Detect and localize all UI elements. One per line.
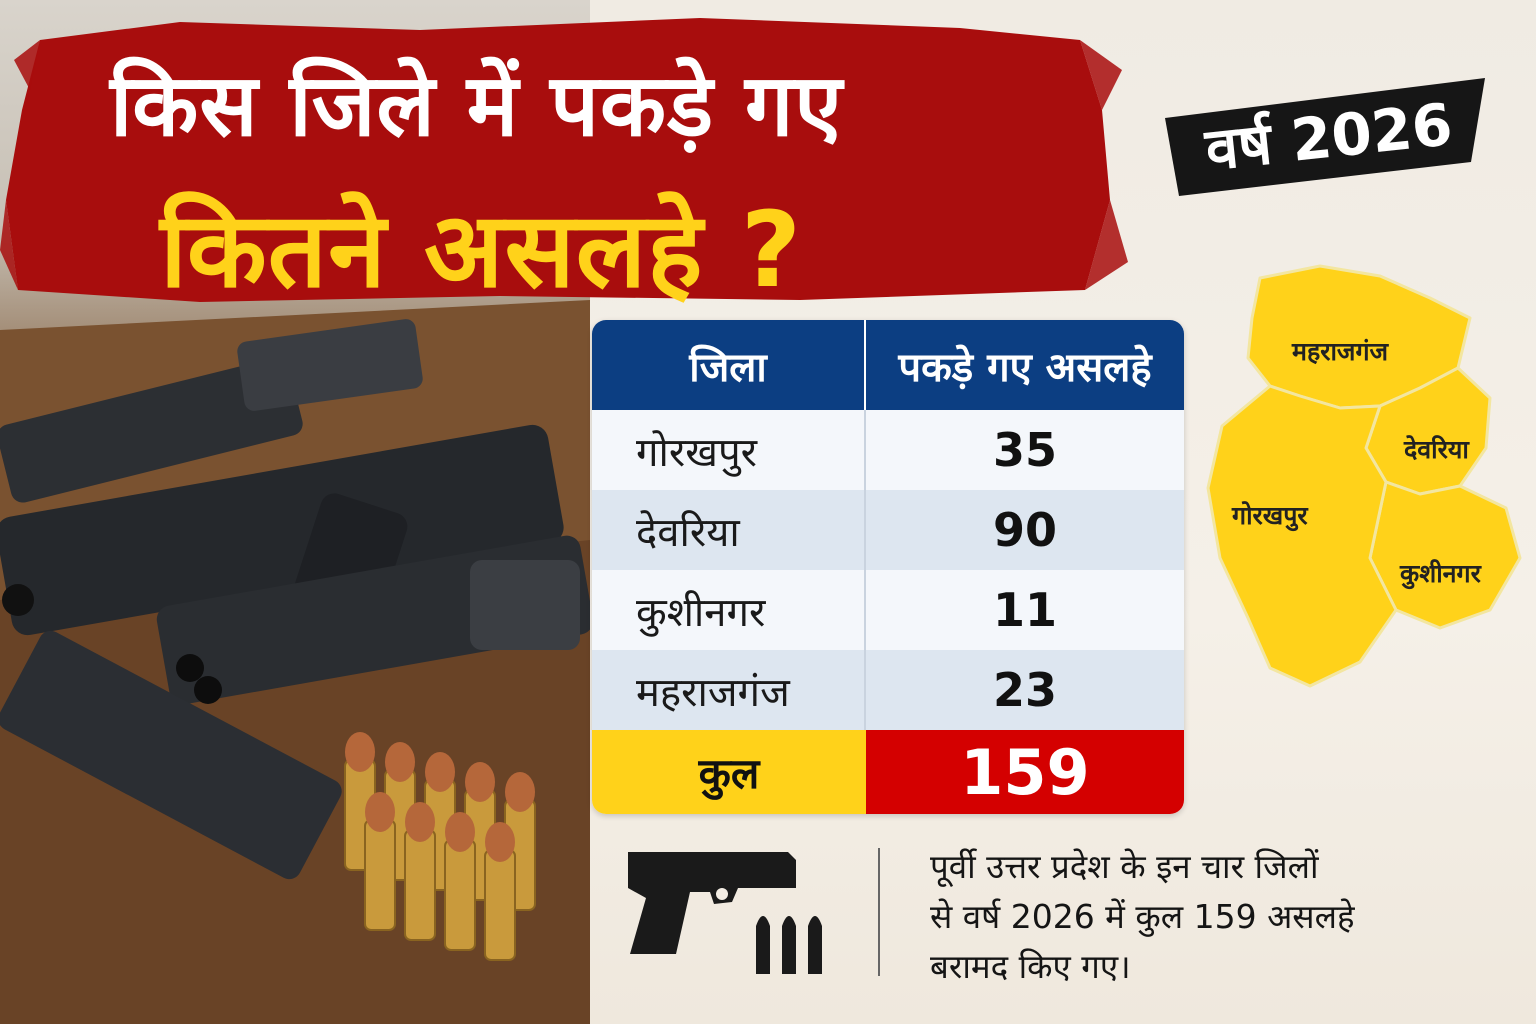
map-label-deoria: देवरिया xyxy=(1404,435,1469,464)
weapons-table: जिला पकड़े गए असलहे गोरखपुर 35 देवरिया 9… xyxy=(592,320,1184,814)
table-total-row: कुल 159 xyxy=(592,730,1184,814)
map-region-gorakhpur xyxy=(1206,384,1398,688)
pistol-photo-1 xyxy=(0,319,423,503)
magazine-photo xyxy=(0,630,342,880)
table-row: गोरखपुर 35 xyxy=(592,410,1184,490)
headline-line-1: किस जिले में पकड़े गए xyxy=(110,56,843,156)
total-label: कुल xyxy=(592,730,866,814)
district-name: गोरखपुर xyxy=(592,410,866,490)
weapon-count: 35 xyxy=(992,423,1057,477)
district-map xyxy=(1206,264,1522,688)
weapon-count: 11 xyxy=(992,583,1057,637)
bullets-photo xyxy=(344,732,536,961)
table-row: महराजगंज 23 xyxy=(592,650,1184,730)
footer-text-line-3: बरामद किए गए। xyxy=(930,947,1131,986)
table-row: कुशीनगर 11 xyxy=(592,570,1184,650)
pistol-icon xyxy=(628,852,796,954)
headline-line-2: कितने असलहे ? xyxy=(160,189,803,311)
bullets-icon xyxy=(756,916,822,974)
total-value: 159 xyxy=(866,730,1184,814)
header-count: पकड़े गए असलहे xyxy=(898,344,1152,391)
table-row: देवरिया 90 xyxy=(592,490,1184,570)
pistol-photo-3 xyxy=(156,535,590,705)
district-name: देवरिया xyxy=(592,490,866,570)
map-label-gorakhpur: गोरखपुर xyxy=(1232,501,1308,530)
weapon-count: 90 xyxy=(992,503,1057,557)
footer-summary: पूर्वी उत्तर प्रदेश के इन चार जिलों से व… xyxy=(930,842,1490,992)
footer-text-line-2: से वर्ष 2026 में कुल 159 असलहे xyxy=(930,897,1355,936)
year-badge-background xyxy=(1165,78,1485,196)
district-name: महराजगंज xyxy=(592,650,866,730)
map-label-maharajganj: महराजगंज xyxy=(1292,337,1389,366)
footer-divider xyxy=(878,848,880,976)
weapon-count: 23 xyxy=(992,663,1057,717)
headline-banner xyxy=(0,18,1128,302)
table-header-row: जिला पकड़े गए असलहे xyxy=(592,320,1184,410)
footer-text-line-1: पूर्वी उत्तर प्रदेश के इन चार जिलों xyxy=(930,847,1319,886)
map-label-kushinagar: कुशीनगर xyxy=(1400,559,1481,588)
header-district: जिला xyxy=(592,320,866,410)
district-name: कुशीनगर xyxy=(592,570,866,650)
